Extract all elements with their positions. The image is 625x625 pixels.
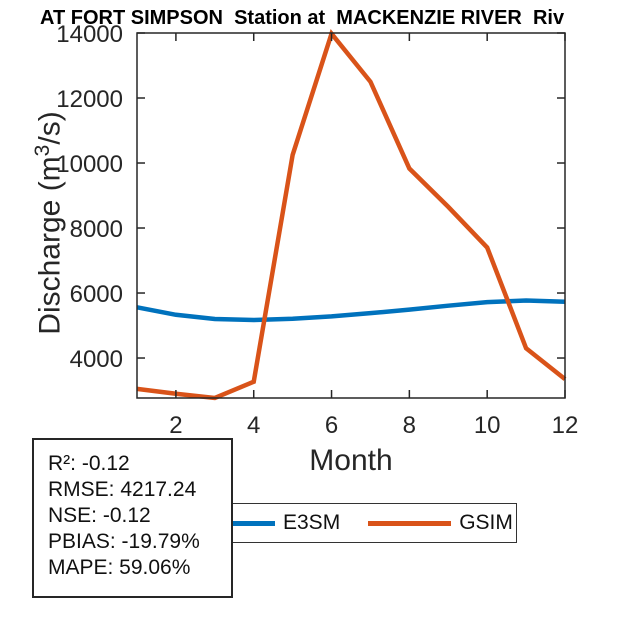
legend-item-gsim: GSIM <box>368 511 513 535</box>
y-tick-label: 6000 <box>70 281 123 308</box>
stats-box: R²: -0.12 RMSE: 4217.24 NSE: -0.12 PBIAS… <box>32 438 233 598</box>
legend-line-sample-e3sm <box>192 520 275 526</box>
x-tick-label: 4 <box>247 412 260 439</box>
legend-line-sample-gsim <box>368 520 452 526</box>
stats-line-nse: NSE: -0.12 <box>48 504 151 527</box>
stats-line-pbias: PBIAS: -19.79% <box>48 530 200 553</box>
legend-label-e3sm: E3SM <box>283 511 341 534</box>
legend: E3SM GSIM <box>182 503 517 543</box>
x-tick-label: 10 <box>474 412 501 439</box>
chart-title: AT FORT SIMPSON Station at MACKENZIE RIV… <box>40 7 565 29</box>
series-line-e3sm <box>136 298 566 323</box>
legend-item-e3sm: E3SM <box>192 511 340 535</box>
stats-line-rmse: RMSE: 4217.24 <box>48 478 197 501</box>
legend-label-gsim: GSIM <box>459 511 513 534</box>
stats-line-r2: R²: -0.12 <box>48 452 130 475</box>
y-tick-label: 14000 <box>56 21 123 48</box>
x-tick-label: 6 <box>325 412 338 439</box>
series-line-gsim <box>136 28 567 401</box>
x-tick-label: 2 <box>169 412 182 439</box>
y-tick-label: 4000 <box>70 346 123 373</box>
x-tick-label: 12 <box>552 412 579 439</box>
x-tick-label: 8 <box>403 412 416 439</box>
x-axis-label: Month <box>309 444 393 477</box>
y-tick-label: 10000 <box>56 151 123 178</box>
axis-box <box>136 32 566 399</box>
y-tick-label: 8000 <box>70 216 123 243</box>
stats-line-mape: MAPE: 59.06% <box>48 556 191 579</box>
y-tick-label: 12000 <box>56 86 123 113</box>
